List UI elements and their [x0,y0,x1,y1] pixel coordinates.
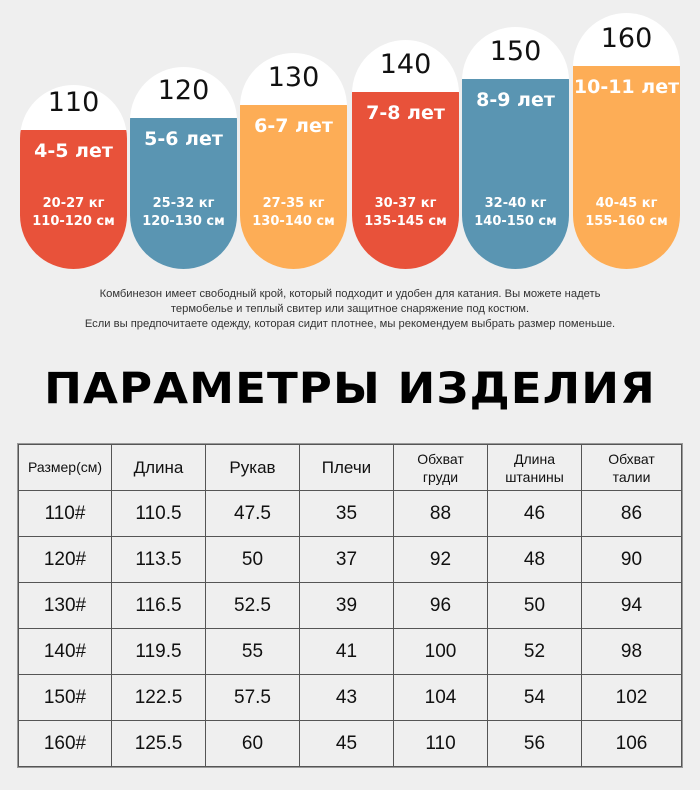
note-line-1: Комбинезон имеет свободный крой, который… [99,288,601,300]
table-cell: 98 [581,628,682,675]
table-cell: 47.5 [205,490,300,537]
weight-range: 30-37 кг [374,196,437,211]
table-cell: 160# [18,720,112,767]
table-cell: 113.5 [111,536,206,583]
size-card-110: 110 4-5 лет 20-27 кг 110-120 см [20,85,127,269]
table-cell: 41 [299,628,394,675]
height-range: 140-150 см [474,214,557,229]
header-inseam: Длина штанины [487,444,582,491]
age-range: 4-5 лет [34,140,113,162]
table-cell: 110 [393,720,488,767]
size-table: Размер(см) Длина Рукав Плечи Обхват груди… [17,443,683,768]
size-card-130: 130 6-7 лет 27-35 кг 130-140 см [240,53,347,269]
height-range: 155-160 см [585,214,668,229]
header-size: Размер(см) [18,444,112,491]
weight-range: 25-32 кг [152,196,215,211]
age-range: 7-8 лет [366,102,445,124]
size-number: 120 [157,75,210,106]
note-line-3: Если вы предпочитаете одежду, которая си… [84,318,616,330]
weight-range: 32-40 кг [484,196,547,211]
table-cell: 125.5 [111,720,206,767]
header-shoulders: Плечи [299,444,394,491]
table-header-row: Размер(см) Длина Рукав Плечи Обхват груди… [18,444,682,491]
header-sleeve: Рукав [205,444,300,491]
table-cell: 119.5 [111,628,206,675]
header-waist: Обхват талии [581,444,682,491]
note-line-2: термобелье и теплый свитер или защитное … [170,303,530,315]
table-cell: 52 [487,628,582,675]
table-cell: 116.5 [111,582,206,629]
table-cell: 60 [205,720,300,767]
table-cell: 50 [205,536,300,583]
weight-range: 40-45 кг [595,196,658,211]
size-number: 160 [600,23,653,54]
weight-range: 27-35 кг [262,196,325,211]
table-cell: 110.5 [111,490,206,537]
size-card-160: 160 10-11 лет 40-45 кг 155-160 см [573,13,680,269]
table-cell: 54 [487,674,582,721]
table-cell: 46 [487,490,582,537]
card-color-body [240,105,347,269]
size-number: 140 [379,49,432,80]
table-cell: 90 [581,536,682,583]
table-row: 140# 119.5 55 41 100 52 98 [18,628,682,675]
size-card-150: 150 8-9 лет 32-40 кг 140-150 см [462,27,569,269]
table-cell: 55 [205,628,300,675]
table-cell: 96 [393,582,488,629]
table-cell: 52.5 [205,582,300,629]
table-cell: 110# [18,490,112,537]
table-cell: 150# [18,674,112,721]
table-row: 160# 125.5 60 45 110 56 106 [18,720,682,767]
table-cell: 43 [299,674,394,721]
table-cell: 104 [393,674,488,721]
card-color-body [20,130,127,269]
height-range: 135-145 см [364,214,447,229]
table-row: 120# 113.5 50 37 92 48 90 [18,536,682,583]
table-cell: 57.5 [205,674,300,721]
height-range: 110-120 см [32,214,115,229]
table-cell: 35 [299,490,394,537]
table-cell: 102 [581,674,682,721]
fit-note: Комбинезон имеет свободный крой, который… [0,287,700,332]
table-cell: 50 [487,582,582,629]
table-row: 110# 110.5 47.5 35 88 46 86 [18,490,682,537]
table-cell: 86 [581,490,682,537]
age-range: 5-6 лет [144,128,223,150]
table-cell: 94 [581,582,682,629]
table-cell: 130# [18,582,112,629]
size-number: 150 [489,36,542,67]
table-row: 150# 122.5 57.5 43 104 54 102 [18,674,682,721]
header-chest: Обхват груди [393,444,488,491]
table-cell: 92 [393,536,488,583]
table-cell: 45 [299,720,394,767]
table-cell: 37 [299,536,394,583]
card-color-body [352,92,459,269]
page-title: ПАРАМЕТРЫ ИЗДЕЛИЯ [44,364,656,414]
card-color-body [462,79,569,269]
table-cell: 140# [18,628,112,675]
size-number: 130 [267,62,320,93]
size-number: 110 [47,87,100,118]
table-cell: 56 [487,720,582,767]
table-cell: 120# [18,536,112,583]
height-range: 130-140 см [252,214,335,229]
age-range: 6-7 лет [254,115,333,137]
table-cell: 122.5 [111,674,206,721]
header-length: Длина [111,444,206,491]
table-row: 130# 116.5 52.5 39 96 50 94 [18,582,682,629]
age-range: 8-9 лет [476,89,555,111]
size-card-120: 120 5-6 лет 25-32 кг 120-130 см [130,67,237,269]
age-range: 10-11 лет [573,76,680,98]
table-cell: 48 [487,536,582,583]
weight-range: 20-27 кг [42,196,105,211]
size-card-140: 140 7-8 лет 30-37 кг 135-145 см [352,40,459,269]
table-cell: 100 [393,628,488,675]
table-cell: 39 [299,582,394,629]
table-cell: 88 [393,490,488,537]
card-color-body [130,118,237,269]
table-cell: 106 [581,720,682,767]
height-range: 120-130 см [142,214,225,229]
card-color-body [573,66,680,269]
